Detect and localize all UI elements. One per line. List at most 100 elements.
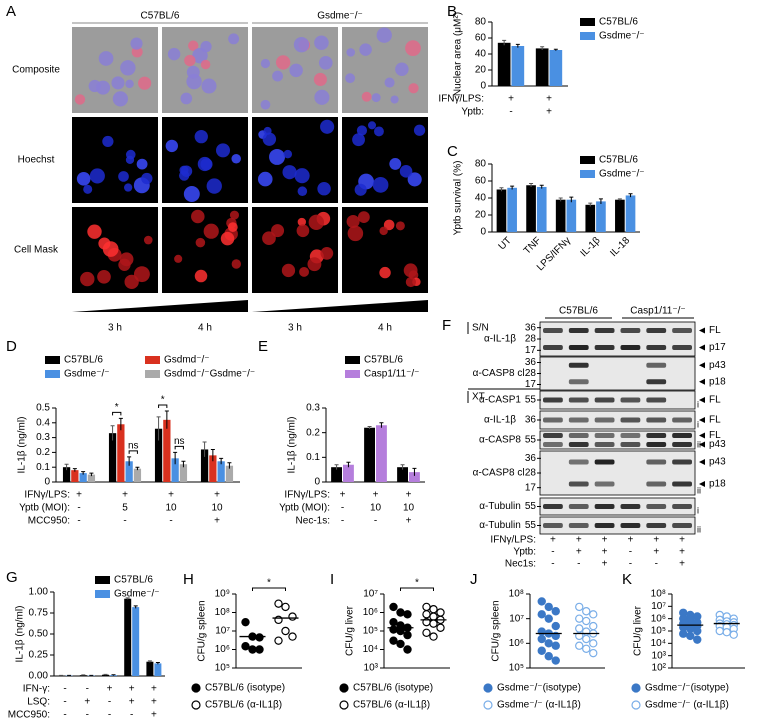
bar bbox=[200, 449, 209, 482]
mw-marker: 55 bbox=[525, 501, 537, 512]
panel-label: A bbox=[6, 3, 16, 20]
band bbox=[568, 417, 589, 423]
condition-value: - bbox=[86, 684, 89, 695]
mw-marker: 55 bbox=[525, 395, 537, 406]
legend-marker bbox=[631, 700, 641, 710]
cell bbox=[180, 165, 193, 177]
mw-marker: 28 bbox=[525, 334, 537, 345]
blot-strip bbox=[539, 516, 696, 535]
sig-bracket bbox=[252, 587, 286, 591]
cell bbox=[314, 35, 329, 51]
point bbox=[429, 619, 438, 628]
y-tick-label: 10⁷ bbox=[215, 626, 230, 637]
antibody-label: α-CASP8 cl. bbox=[473, 468, 528, 479]
cell bbox=[320, 119, 335, 134]
cell bbox=[318, 55, 333, 70]
mw-marker: 36 bbox=[525, 453, 537, 464]
bar bbox=[596, 201, 606, 232]
cell bbox=[87, 224, 102, 239]
condition-value: - bbox=[123, 516, 126, 527]
bar bbox=[171, 458, 179, 482]
cell bbox=[347, 225, 364, 242]
blot-tag: ii bbox=[697, 485, 701, 495]
cell bbox=[320, 246, 334, 260]
time-gradient bbox=[72, 300, 248, 312]
band bbox=[594, 345, 615, 350]
error-bar bbox=[111, 674, 116, 676]
condition-label: IFNγ/LPS: bbox=[284, 490, 330, 501]
condition-value: + bbox=[129, 684, 135, 695]
band bbox=[620, 504, 641, 509]
cell bbox=[269, 148, 286, 165]
y-axis-label: IL-1β (ng/ml) bbox=[287, 417, 298, 474]
cell bbox=[379, 266, 391, 279]
cell bbox=[257, 171, 273, 187]
cell bbox=[372, 176, 389, 193]
bar bbox=[409, 472, 420, 482]
cell bbox=[124, 183, 133, 192]
point bbox=[679, 629, 688, 638]
cell bbox=[289, 63, 303, 78]
error-bar bbox=[379, 422, 384, 428]
cell bbox=[231, 153, 241, 164]
condition-value: - bbox=[86, 710, 89, 721]
cell bbox=[294, 168, 310, 184]
condition-value: 10 bbox=[165, 503, 177, 514]
panel-label: H bbox=[183, 571, 194, 588]
legend-swatch bbox=[145, 356, 160, 364]
cell bbox=[376, 27, 392, 43]
y-tick-label: 10⁵ bbox=[651, 626, 666, 637]
band-label: FL bbox=[709, 430, 721, 441]
cell bbox=[188, 40, 199, 51]
point bbox=[255, 633, 264, 642]
bar bbox=[108, 433, 117, 482]
panel-label: D bbox=[6, 338, 17, 355]
cell bbox=[384, 77, 395, 88]
cell bbox=[174, 254, 183, 263]
point bbox=[429, 632, 438, 641]
band bbox=[568, 433, 589, 438]
error-bar bbox=[540, 46, 545, 50]
cell bbox=[98, 51, 114, 66]
bar bbox=[79, 675, 87, 676]
bar bbox=[133, 468, 142, 482]
bar bbox=[102, 674, 109, 676]
error-bar bbox=[499, 187, 504, 192]
band-arrow bbox=[699, 481, 705, 487]
x-tick-label: IL-1β bbox=[579, 235, 603, 259]
legend-swatch bbox=[580, 170, 595, 178]
legend-label: C57BL/6 (α-IL1β) bbox=[353, 700, 430, 711]
error-bar bbox=[412, 467, 417, 476]
band bbox=[543, 397, 563, 403]
cell bbox=[183, 186, 200, 202]
condition-label: IFNγ/LPS: bbox=[490, 535, 536, 546]
condition-value: + bbox=[151, 684, 157, 695]
blot-tag: i bbox=[697, 399, 699, 409]
band-arrow bbox=[699, 378, 705, 385]
error-bar bbox=[515, 43, 520, 48]
cell bbox=[220, 231, 235, 246]
y-tick-label: 0.25 bbox=[29, 650, 49, 661]
cell bbox=[299, 266, 310, 277]
cell bbox=[124, 274, 139, 290]
blot-tag: i bbox=[697, 505, 699, 515]
point bbox=[575, 602, 584, 612]
legend-label: C57BL/6 bbox=[599, 155, 638, 166]
point bbox=[537, 646, 546, 655]
bar bbox=[132, 607, 140, 676]
cell bbox=[194, 129, 208, 144]
band bbox=[594, 442, 615, 447]
condition-value: - bbox=[108, 710, 111, 721]
error-bar bbox=[135, 466, 140, 471]
sig-bracket bbox=[112, 411, 122, 416]
cell bbox=[314, 89, 330, 105]
bar bbox=[71, 470, 79, 482]
band bbox=[568, 481, 589, 487]
blot-strip bbox=[539, 450, 696, 496]
band bbox=[568, 397, 589, 403]
error-bar bbox=[155, 662, 160, 665]
cell bbox=[407, 172, 422, 187]
band bbox=[568, 442, 589, 447]
bar bbox=[364, 427, 375, 482]
band bbox=[646, 523, 667, 528]
